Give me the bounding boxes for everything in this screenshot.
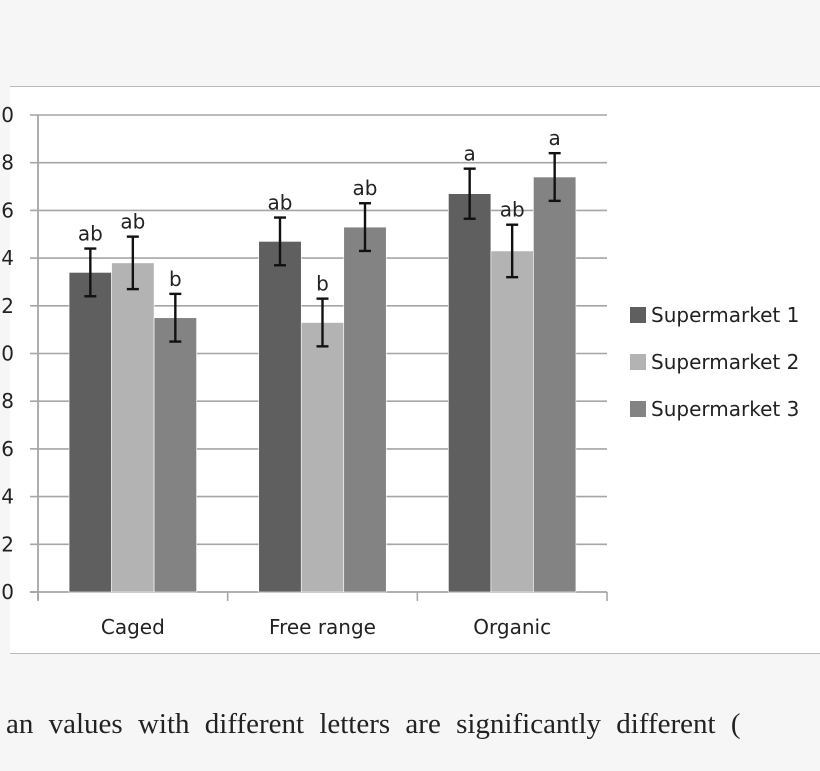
legend-swatch bbox=[630, 307, 646, 323]
bar bbox=[300, 322, 345, 593]
legend-label: Supermarket 3 bbox=[651, 397, 799, 421]
bar bbox=[448, 193, 492, 593]
significance-letter: b bbox=[316, 272, 329, 296]
significance-letter: a bbox=[464, 142, 476, 166]
x-tick-label: Free range bbox=[269, 615, 376, 639]
legend-swatch bbox=[630, 401, 646, 417]
legend-swatch bbox=[630, 354, 646, 370]
significance-letter: ab bbox=[500, 198, 525, 222]
bar bbox=[111, 262, 155, 593]
y-tick-label: 14 bbox=[0, 246, 14, 270]
figure-caption: an values with different letters are sig… bbox=[6, 708, 741, 740]
y-tick-label: 8 bbox=[1, 389, 14, 413]
legend-label: Supermarket 1 bbox=[651, 303, 799, 327]
significance-letter: ab bbox=[268, 191, 293, 215]
bar bbox=[343, 226, 387, 593]
significance-letter: ab bbox=[120, 210, 145, 234]
y-tick-label: 12 bbox=[0, 294, 14, 318]
significance-letter: a bbox=[549, 126, 561, 150]
bar bbox=[490, 250, 534, 593]
y-tick-label: 16 bbox=[0, 198, 14, 222]
bar bbox=[258, 241, 302, 593]
x-tick-label: Organic bbox=[473, 615, 551, 639]
y-tick-label: 0 bbox=[1, 580, 14, 604]
y-tick-label: 20 bbox=[0, 103, 14, 127]
bar bbox=[533, 176, 577, 593]
y-tick-label: 18 bbox=[0, 151, 14, 175]
y-tick-label: 4 bbox=[1, 485, 14, 509]
significance-letter: ab bbox=[353, 176, 378, 200]
bar bbox=[68, 272, 112, 593]
significance-letter: ab bbox=[78, 222, 103, 246]
x-tick-label: Caged bbox=[101, 615, 165, 639]
y-tick-label: 10 bbox=[0, 342, 14, 366]
y-tick-label: 6 bbox=[1, 437, 14, 461]
legend-label: Supermarket 2 bbox=[651, 350, 799, 374]
significance-letter: b bbox=[169, 267, 182, 291]
y-tick-label: 2 bbox=[1, 532, 14, 556]
bar bbox=[153, 317, 197, 593]
